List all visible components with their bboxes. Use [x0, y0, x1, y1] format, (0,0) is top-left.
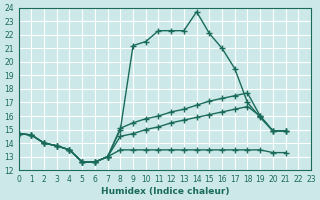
X-axis label: Humidex (Indice chaleur): Humidex (Indice chaleur) [100, 187, 229, 196]
